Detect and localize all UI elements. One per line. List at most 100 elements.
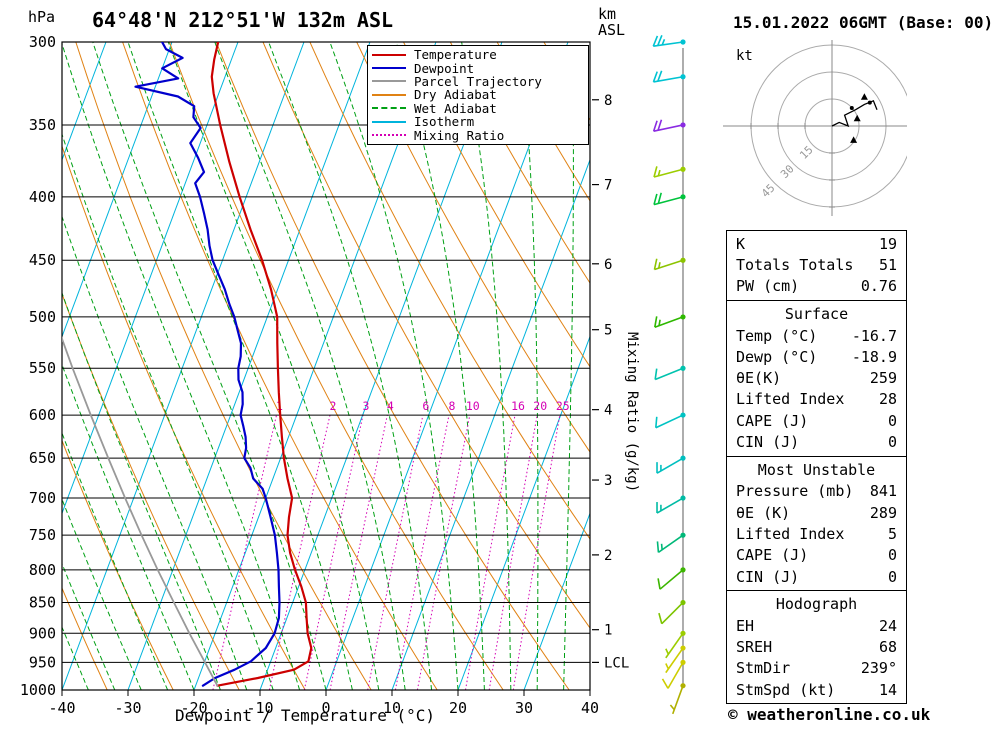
- legend-item: Dewpoint: [372, 61, 584, 75]
- wind-barb: [654, 367, 684, 381]
- wind-barb: [665, 647, 684, 674]
- stat-row: PW (cm) 0.76: [727, 276, 906, 297]
- hodograph-dot: [849, 106, 854, 110]
- stat-label: θE (K): [736, 503, 791, 522]
- legend-item-label: Parcel Trajectory: [414, 73, 542, 89]
- mixing-ratio-line: [394, 415, 450, 690]
- info-table-section: Most Unstable Pressure (mb) 841 θE (K) 289 Li…: [726, 455, 907, 592]
- mixing-ratio-axis-label: Mixing Ratio (g/kg): [624, 332, 640, 492]
- legend-line-sample: [372, 53, 406, 56]
- hodograph-unit-label: kt: [736, 48, 753, 64]
- wind-level-dot: [680, 257, 686, 263]
- stat-value: 841: [869, 482, 897, 501]
- pressure-tick-label: 300: [29, 33, 56, 51]
- stat-value: 259: [869, 369, 897, 388]
- mixing-ratio-line: [512, 415, 561, 690]
- wind-barb: [656, 497, 684, 514]
- pressure-tick-label: 800: [29, 561, 56, 579]
- stat-row: Lifted Index 28: [727, 389, 906, 410]
- isotherm-line: [62, 42, 107, 162]
- temp-tick-label: -40: [48, 699, 75, 717]
- stat-label: CAPE (J): [736, 411, 809, 430]
- legend-item: Parcel Trajectory: [372, 75, 584, 88]
- stat-value: 28: [878, 390, 897, 409]
- wind-level-dot: [680, 455, 686, 461]
- hodograph-marker: [860, 93, 868, 100]
- temp-tick-label: 20: [449, 699, 467, 717]
- wind-level-dot: [680, 122, 686, 128]
- wind-level-dot: [680, 683, 686, 689]
- stat-label: Temp (°C): [736, 326, 818, 345]
- stat-label: K: [736, 234, 746, 253]
- mixing-ratio-value-label: 2: [330, 399, 337, 413]
- stat-label: StmSpd (kt): [736, 680, 836, 699]
- legend-box: Temperature Dewpoint Parcel Trajectory Dry …: [367, 45, 589, 145]
- legend-line-sample: [372, 80, 406, 83]
- hodograph-dot: [867, 100, 872, 105]
- legend-item: Temperature: [372, 48, 584, 61]
- wind-barb: [656, 457, 684, 474]
- mixing-ratio-value-label: 6: [422, 399, 429, 413]
- stat-row: Temp (°C) -16.7: [727, 325, 906, 346]
- hodograph-trace: [831, 99, 878, 128]
- stat-value: 5: [887, 524, 897, 543]
- stat-label: Totals Totals: [736, 255, 854, 274]
- altitude-axis-unit: km ASL: [598, 5, 626, 39]
- section-title: Hodograph: [775, 595, 858, 614]
- pressure-tick-label: 850: [29, 594, 56, 612]
- stat-row: θE (K) 289: [727, 502, 906, 523]
- pressure-tick-label: 500: [29, 308, 56, 326]
- isotherm-line: [523, 511, 590, 690]
- wind-level-dot: [680, 74, 686, 80]
- stat-label: SREH: [736, 638, 773, 657]
- hodograph-ring-label: 15: [797, 143, 816, 162]
- stat-label: CIN (J): [736, 433, 800, 452]
- mixing-ratio-value-label: 3: [363, 399, 370, 413]
- wind-level-dot: [680, 567, 686, 573]
- km-tick-label: 2: [604, 548, 612, 564]
- km-tick-label: 3: [604, 473, 612, 489]
- temp-tick-label: 30: [515, 699, 533, 717]
- stat-value: 239°: [860, 659, 897, 678]
- stat-label: θE(K): [736, 369, 782, 388]
- legend-item-label: Temperature: [414, 47, 497, 63]
- wind-barb: [653, 192, 684, 206]
- stat-value: -16.7: [851, 326, 897, 345]
- stat-value: 19: [878, 234, 897, 253]
- wind-level-dot: [680, 599, 686, 606]
- mixing-ratio-value-label: 20: [533, 399, 547, 413]
- legend-item: Wet Adiabat: [372, 102, 584, 115]
- legend-item: Isotherm: [372, 115, 584, 128]
- stat-label: CAPE (J): [736, 546, 809, 565]
- stat-label: Lifted Index: [736, 390, 845, 409]
- stat-row: EH 24: [727, 615, 906, 636]
- isotherm-line: [457, 335, 590, 690]
- pressure-tick-label: 400: [29, 188, 56, 206]
- wet-adiabat-line: [167, 42, 380, 690]
- stat-value: -18.9: [851, 347, 897, 366]
- temp-tick-label: 0: [321, 699, 330, 717]
- wind-barb: [653, 258, 684, 271]
- pressure-tick-label: 450: [29, 251, 56, 269]
- date-title: 15.01.2022 06GMT (Base: 00): [733, 13, 994, 32]
- footer-credit: © weatheronline.co.uk: [728, 705, 931, 724]
- mixing-ratio-value-label: 16: [511, 399, 525, 413]
- wind-barb: [652, 119, 684, 132]
- wind-level-dot: [680, 194, 686, 200]
- dry-adiabat-line: [403, 42, 590, 368]
- pressure-tick-label: 950: [29, 653, 56, 671]
- wind-barb: [652, 70, 684, 83]
- stat-label: PW (cm): [736, 277, 800, 296]
- isotherm-line: [62, 42, 173, 338]
- pressure-axis-unit: hPa: [28, 8, 56, 26]
- legend-item-label: Mixing Ratio: [414, 127, 505, 143]
- info-table-section: K 19 Totals Totals 51 PW (cm) 0.76: [726, 230, 907, 301]
- stat-value: 24: [878, 616, 897, 635]
- parcel-trajectory-curve: [62, 336, 219, 687]
- dry-adiabat-line: [449, 42, 590, 284]
- mixing-ratio-value-label: 4: [387, 399, 394, 413]
- wet-adiabat-line: [62, 562, 116, 690]
- dewpoint-curve: [134, 42, 281, 687]
- stat-row: Totals Totals 51: [727, 254, 906, 275]
